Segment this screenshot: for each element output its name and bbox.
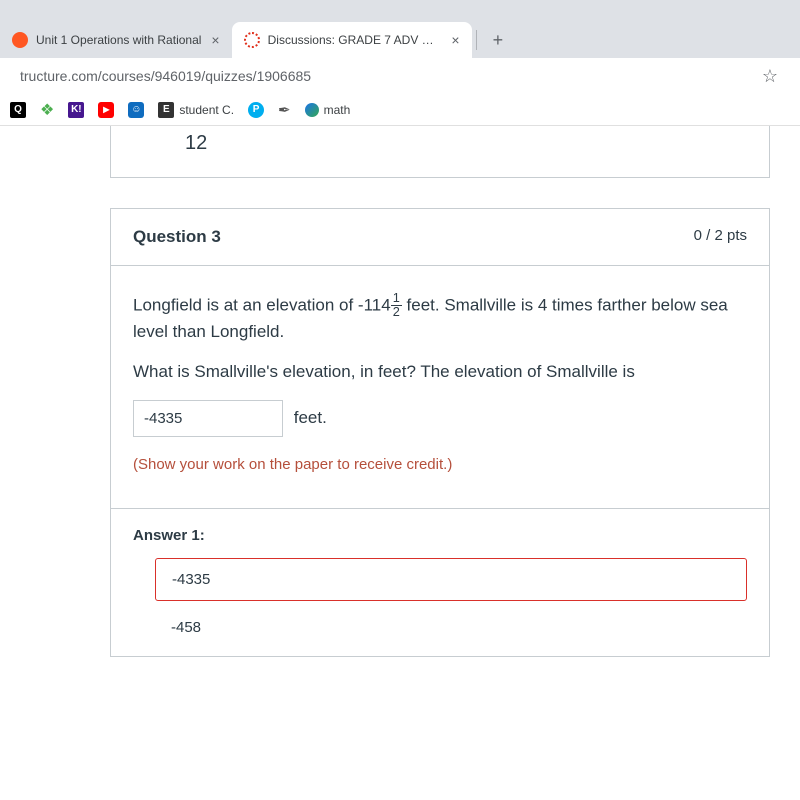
close-icon[interactable]: ×: [451, 32, 459, 48]
tab-favicon-2: [244, 32, 260, 48]
question-card: Question 3 0 / 2 pts Longfield is at an …: [110, 208, 770, 657]
tab-favicon-1: [12, 32, 28, 48]
bookmark-p[interactable]: P: [248, 102, 264, 118]
previous-answer-box: 12: [110, 126, 770, 178]
question-points: 0 / 2 pts: [694, 227, 747, 247]
question-body: Longfield is at an elevation of -11412 f…: [111, 266, 769, 508]
tab-separator: [476, 30, 477, 50]
close-icon[interactable]: ×: [211, 32, 219, 48]
bookmark-student-c[interactable]: Estudent C.: [158, 102, 234, 118]
question-number: Question 3: [133, 227, 221, 247]
answer-review-section: Answer 1: -4335 -458: [111, 508, 769, 656]
url-text[interactable]: tructure.com/courses/946019/quizzes/1906…: [12, 68, 752, 84]
answer-1-label: Answer 1:: [133, 527, 747, 544]
prev-value: 12: [131, 132, 207, 154]
bookmarks-bar: Q ❖ K! ▶ ☺ Estudent C. P ✒ math: [0, 94, 800, 126]
tab-bar: Unit 1 Operations with Rational × Discus…: [0, 22, 800, 58]
page-content: 12 Question 3 0 / 2 pts Longfield is at …: [0, 126, 800, 800]
answer-line: -4335 feet.: [133, 400, 747, 437]
fraction: 12: [391, 292, 402, 319]
tab-label-2: Discussions: GRADE 7 ADV MAT: [268, 33, 442, 47]
bookmark-youtube[interactable]: ▶: [98, 102, 114, 118]
new-tab-button[interactable]: +: [481, 30, 516, 51]
bookmark-q[interactable]: Q: [10, 102, 26, 118]
tab-unit1[interactable]: Unit 1 Operations with Rational ×: [0, 22, 232, 58]
bookmark-math[interactable]: math: [305, 103, 351, 117]
answer-input[interactable]: -4335: [133, 400, 283, 437]
unit-label: feet.: [294, 408, 327, 427]
show-work-note: (Show your work on the paper to receive …: [133, 453, 747, 476]
question-text-2: What is Smallville's elevation, in feet?…: [133, 359, 747, 385]
question-header: Question 3 0 / 2 pts: [111, 209, 769, 266]
bookmark-star-icon[interactable]: ☆: [752, 66, 788, 87]
address-bar: tructure.com/courses/946019/quizzes/1906…: [0, 58, 800, 94]
bookmark-smiley[interactable]: ☺: [128, 102, 144, 118]
question-text-1: Longfield is at an elevation of -11412 f…: [133, 292, 747, 345]
tab-discussions[interactable]: Discussions: GRADE 7 ADV MAT ×: [232, 22, 472, 58]
bookmark-pen[interactable]: ✒: [278, 101, 291, 119]
browser-chrome: Unit 1 Operations with Rational × Discus…: [0, 0, 800, 126]
tab-label-1: Unit 1 Operations with Rational: [36, 33, 201, 47]
bookmark-kahoot[interactable]: K!: [68, 102, 84, 118]
your-answer-box: -4335: [155, 558, 747, 601]
correct-answer-value: -458: [133, 619, 747, 636]
bookmark-clover[interactable]: ❖: [40, 100, 54, 120]
